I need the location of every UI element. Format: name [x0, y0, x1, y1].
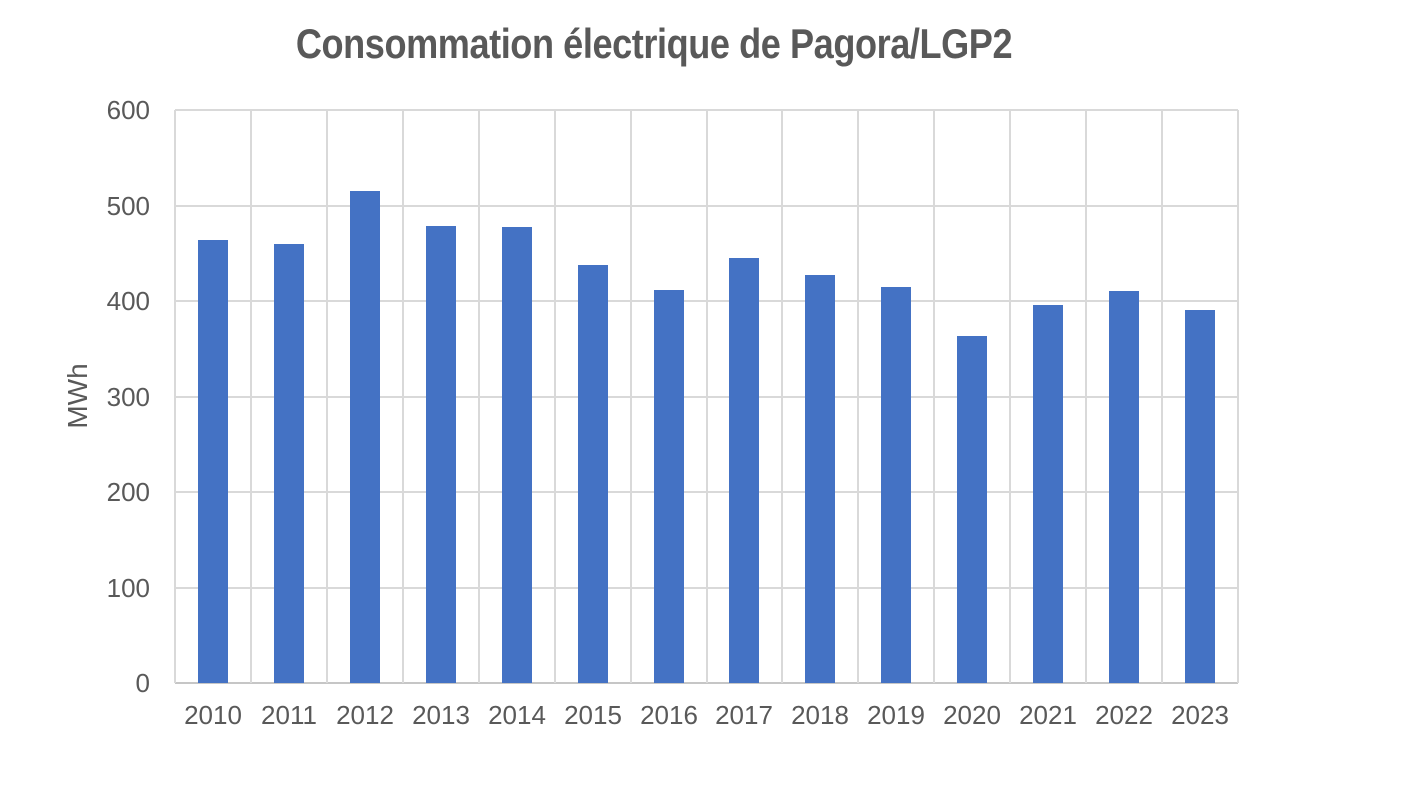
x-gridline — [706, 110, 708, 683]
x-tick-label: 2021 — [1019, 700, 1077, 730]
x-gridline — [402, 110, 404, 683]
x-gridline — [857, 110, 859, 683]
bar-2014 — [502, 227, 532, 683]
x-gridline — [326, 110, 328, 683]
x-tick-label: 2022 — [1095, 700, 1153, 730]
x-tick-label: 2020 — [943, 700, 1001, 730]
bar-2010 — [198, 240, 228, 683]
x-gridline — [1085, 110, 1087, 683]
x-gridline — [1237, 110, 1239, 683]
y-tick-label: 100 — [106, 572, 150, 603]
x-gridline — [1009, 110, 1011, 683]
bar-2013 — [426, 226, 456, 683]
x-tick-label: 2015 — [564, 700, 622, 730]
bar-2019 — [881, 287, 911, 683]
x-tick-label: 2017 — [715, 700, 773, 730]
y-tick-label: 500 — [106, 190, 150, 221]
x-tick-label: 2013 — [412, 700, 470, 730]
chart-title: Consommation électrique de Pagora/LGP2 — [295, 20, 1013, 67]
x-tick-label: 2023 — [1171, 700, 1229, 730]
x-gridline — [478, 110, 480, 683]
bar-2017 — [729, 258, 759, 683]
x-gridline — [250, 110, 252, 683]
x-tick-label: 2014 — [488, 700, 546, 730]
x-tick-label: 2018 — [791, 700, 849, 730]
x-tick-label: 2016 — [640, 700, 698, 730]
x-gridline — [933, 110, 935, 683]
bar-2015 — [578, 265, 608, 683]
y-tick-label: 200 — [106, 477, 150, 507]
y-tick-label: 300 — [106, 381, 150, 412]
bar-2011 — [274, 244, 304, 683]
x-gridline — [174, 110, 176, 683]
x-tick-label: 2010 — [184, 700, 242, 730]
plot-area — [174, 109, 1239, 684]
x-tick-label: 2012 — [336, 700, 394, 730]
bar-2021 — [1033, 305, 1063, 683]
x-gridline — [630, 110, 632, 683]
bar-2020 — [957, 336, 987, 683]
bar-2012 — [350, 191, 380, 683]
bar-2018 — [805, 275, 835, 683]
x-axis-line — [175, 682, 1238, 684]
x-gridline — [1161, 110, 1163, 683]
y-tick-label: 0 — [135, 668, 150, 698]
y-tick-label: 600 — [106, 95, 150, 125]
bar-2016 — [654, 290, 684, 683]
y-tick-label: 400 — [106, 286, 150, 316]
x-tick-label: 2019 — [867, 700, 925, 730]
bar-2022 — [1109, 291, 1139, 683]
x-gridline — [781, 110, 783, 683]
bar-2023 — [1185, 310, 1215, 683]
x-tick-label: 2011 — [261, 700, 317, 730]
x-gridline — [554, 110, 556, 683]
